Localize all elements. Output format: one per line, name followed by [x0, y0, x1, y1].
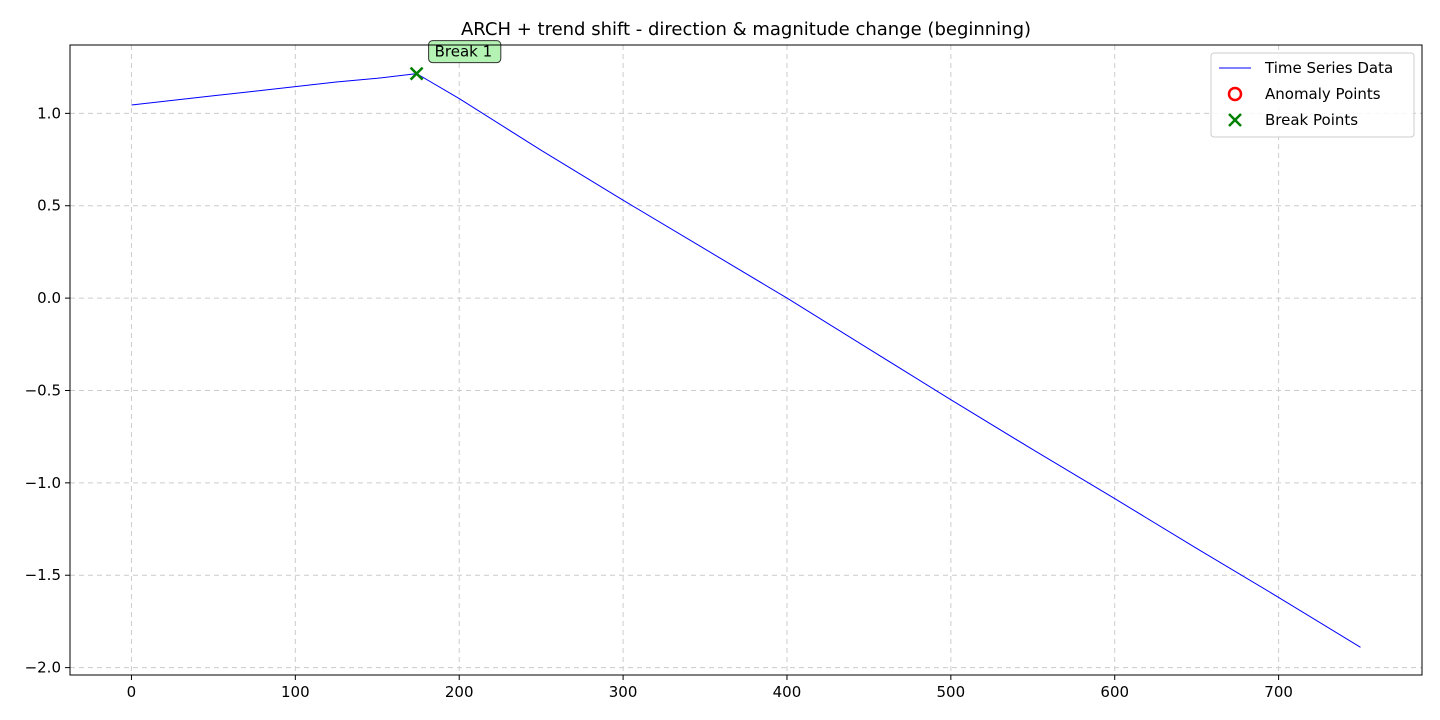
- break-point-marker: [409, 66, 424, 81]
- y-tick-label: −1.5: [25, 566, 61, 584]
- y-tick-label: 1.0: [37, 104, 61, 122]
- plot-area: [70, 45, 1422, 675]
- legend-label: Anomaly Points: [1265, 85, 1381, 103]
- axes: 0 100 200 300 400 500 600 700 1.0 0.5 0.0 −0.5 −1.0 −…: [25, 104, 1293, 701]
- y-tick-label: −0.5: [25, 381, 61, 399]
- break-point-stroke: [409, 66, 424, 81]
- break-annotation: Break 1: [428, 40, 502, 64]
- x-tick-label: 700: [1264, 683, 1293, 701]
- break-annotation-label: Break 1: [435, 43, 493, 61]
- x-tick-label: 300: [609, 683, 638, 701]
- series-layer: [131, 66, 1361, 648]
- legend-label: Break Points: [1265, 111, 1358, 129]
- legend-box: [1210, 52, 1415, 138]
- x-tick-label: 100: [281, 683, 310, 701]
- x-tick-label: 0: [127, 683, 137, 701]
- legend-label: Time Series Data: [1264, 59, 1393, 77]
- legend: Time Series Data Anomaly Points Break Poin…: [1210, 52, 1415, 138]
- y-tick-label: −1.0: [25, 474, 61, 492]
- break-annotation-box: [428, 40, 502, 64]
- x-tick-label: 600: [1100, 683, 1129, 701]
- y-tick-label: −2.0: [25, 659, 61, 677]
- legend-swatch-x: [1228, 113, 1242, 127]
- legend-swatch-circle: [1227, 86, 1243, 102]
- x-tick-label: 500: [937, 683, 966, 701]
- plot-frame: [69, 44, 1423, 676]
- grid-lines: [70, 45, 1422, 675]
- chart-title: ARCH + trend shift - direction & magnitu…: [461, 19, 1031, 40]
- series-line-time-series-data: [131, 73, 1361, 648]
- y-tick-label: 0.0: [37, 289, 61, 307]
- x-tick-label: 200: [445, 683, 474, 701]
- x-tick-label: 400: [773, 683, 802, 701]
- y-tick-label: 0.5: [37, 197, 61, 215]
- annotations: Break 1: [428, 40, 502, 64]
